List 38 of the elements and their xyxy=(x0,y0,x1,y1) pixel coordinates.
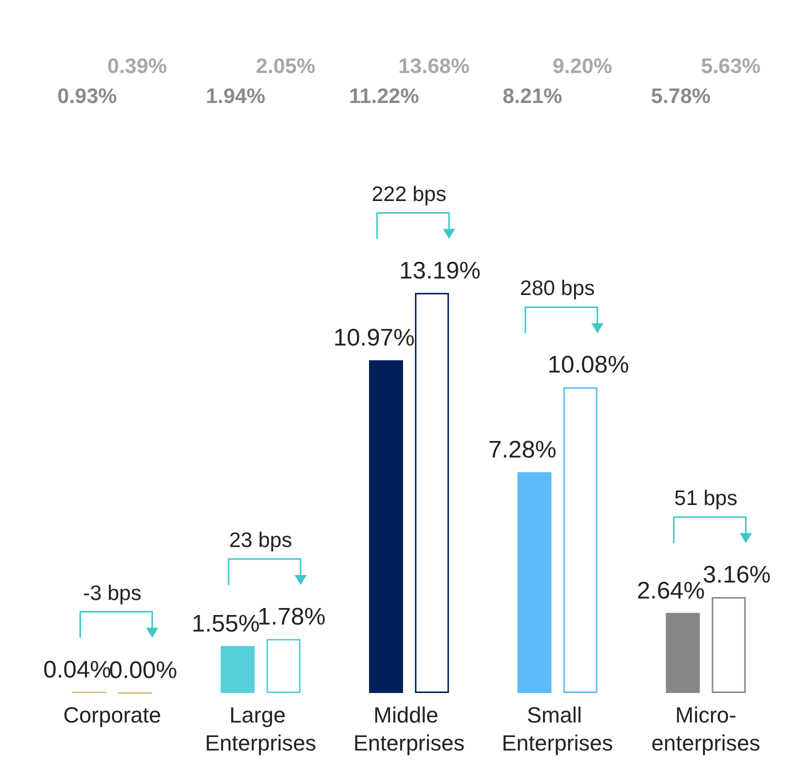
x-tick-label: Corporate xyxy=(63,702,162,728)
text: 0.39% xyxy=(107,55,168,78)
x-tick-label: Middle Enterprises xyxy=(353,702,465,756)
text: 0.93% xyxy=(57,85,118,108)
text: 5.78% xyxy=(651,85,711,108)
annotation: 280 bps xyxy=(520,277,595,300)
data-label: 2.64% xyxy=(636,577,705,604)
bar xyxy=(563,387,598,693)
text: 9.20% xyxy=(552,55,612,78)
bar xyxy=(220,646,255,693)
text: 8.21% xyxy=(502,85,562,108)
x-tick-label: Large Enterprises xyxy=(204,702,316,756)
bar xyxy=(414,292,449,693)
annotation: 51 bps xyxy=(674,487,738,510)
data-label: 0.00% xyxy=(109,656,178,684)
x-tick-label: Small Enterprises xyxy=(502,702,614,756)
bar xyxy=(369,360,404,693)
data-label: 13.19% xyxy=(399,257,481,284)
data-label: 0.04% xyxy=(43,656,112,684)
bar xyxy=(712,597,746,693)
bar xyxy=(266,639,301,693)
data-label: 10.08% xyxy=(548,352,630,379)
data-label: 1.78% xyxy=(258,604,326,631)
data-label: 7.28% xyxy=(488,436,556,464)
data-label: 10.97% xyxy=(333,324,415,352)
text: 5.63% xyxy=(701,55,761,78)
data-label: 3.16% xyxy=(702,562,771,589)
data-label: 1.55% xyxy=(192,610,260,638)
bar xyxy=(517,472,552,693)
text: 1.94% xyxy=(206,85,266,108)
text: 2.05% xyxy=(256,55,316,78)
annotation: 23 bps xyxy=(229,529,292,552)
text: 11.22% xyxy=(348,85,420,108)
text: 222 bps xyxy=(372,182,446,206)
x-tick-label: Micro-enterprises xyxy=(651,702,760,756)
annotation: -3 bps xyxy=(83,582,142,605)
text: 13.68% xyxy=(398,55,470,78)
bar xyxy=(666,612,700,693)
